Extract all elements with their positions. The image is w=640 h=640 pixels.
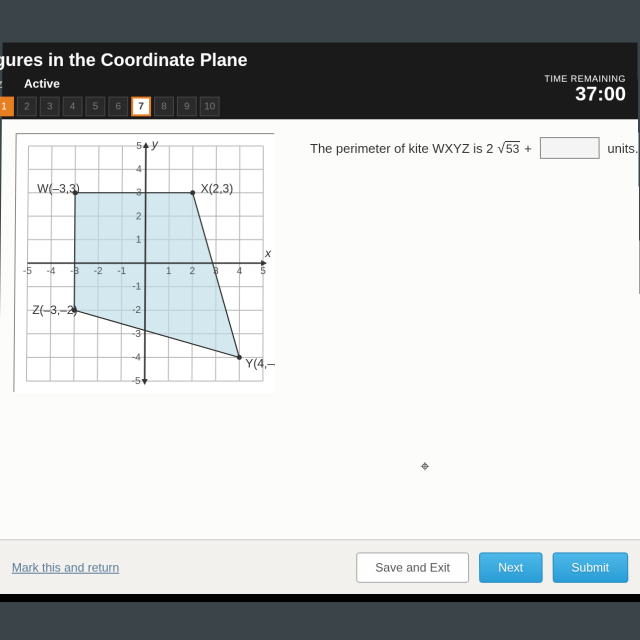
app-screen: gures in the Coordinate Plane iz Active … [0,42,640,602]
svg-text:-3: -3 [70,266,79,277]
svg-text:-1: -1 [132,282,141,293]
save-exit-button[interactable]: Save and Exit [356,552,469,582]
radicand: 53 [505,141,520,156]
chart-svg: -5 -4 -3 -2 -1 1 2 3 4 5 -5 -4 -3 -2 -1 1 2 3 4 5 x y W(–3,3) X… [14,134,275,393]
svg-text:Y(4,–4): Y(4,–4) [245,356,275,370]
coordinate-chart: -5 -4 -3 -2 -1 1 2 3 4 5 -5 -4 -3 -2 -1 1 2 3 4 5 x y W(–3,3) X… [13,133,274,392]
question-nav-item[interactable]: 9 [177,97,197,117]
svg-text:5: 5 [260,266,266,277]
timer: TIME REMAINING 37:00 [544,74,626,107]
svg-text:3: 3 [213,266,219,277]
svg-text:1: 1 [136,235,142,246]
active-label: Active [24,77,60,91]
svg-text:W(–3,3): W(–3,3) [37,182,80,196]
cursor-icon: ⌖ [420,458,429,476]
question-nav-item[interactable]: 8 [154,97,174,117]
svg-text:5: 5 [136,141,142,152]
svg-text:x: x [264,246,272,260]
question-nav-item[interactable]: 3 [40,97,60,117]
question-nav-item[interactable]: 10 [200,97,220,117]
answer-input[interactable] [540,137,600,159]
mode-label: iz [0,77,3,91]
svg-text:-5: -5 [23,266,32,277]
lesson-title: gures in the Coordinate Plane [0,50,638,71]
radical: √ 53 [497,140,520,156]
svg-text:-5: -5 [132,376,141,387]
svg-text:-2: -2 [132,305,141,316]
svg-text:-4: -4 [132,352,141,363]
surd-symbol: √ [497,140,505,156]
question-nav-item[interactable]: 5 [85,97,105,117]
question-nav-item[interactable]: 2 [17,97,37,117]
svg-text:X(2,3): X(2,3) [201,182,234,196]
timer-label: TIME REMAINING [544,74,626,84]
svg-text:4: 4 [237,266,243,277]
question-nav-item[interactable]: 6 [108,97,128,117]
next-button[interactable]: Next [479,552,542,582]
question-suffix: units. [607,141,638,156]
svg-text:2: 2 [136,211,142,222]
question-nav-item[interactable]: 4 [63,97,83,117]
question-prefix: The perimeter of kite WXYZ is 2 [310,141,493,156]
question-nav-item[interactable]: 1 [0,97,14,117]
subheader: iz Active [0,71,638,91]
mark-return-link[interactable]: Mark this and return [12,560,120,574]
svg-text:-4: -4 [47,266,56,277]
svg-text:-3: -3 [132,329,141,340]
header: gures in the Coordinate Plane iz Active … [2,42,638,119]
content-area: The perimeter of kite WXYZ is 2 √ 53 + u… [0,119,640,539]
footer: Mark this and return Save and Exit Next … [0,539,640,594]
svg-text:-1: -1 [117,266,126,277]
svg-text:1: 1 [166,266,172,277]
question-nav: 12345678910 [0,97,638,117]
svg-text:3: 3 [136,188,142,199]
svg-text:-2: -2 [94,266,103,277]
svg-text:2: 2 [190,266,196,277]
timer-value: 37:00 [544,84,626,107]
question-nav-item[interactable]: 7 [131,97,151,117]
svg-text:Z(–3,–2): Z(–3,–2) [32,303,77,317]
svg-text:y: y [151,137,159,151]
submit-button[interactable]: Submit [552,552,628,582]
svg-text:4: 4 [136,164,142,175]
question-text: The perimeter of kite WXYZ is 2 √ 53 + u… [310,137,638,159]
question-mid: + [524,141,532,156]
